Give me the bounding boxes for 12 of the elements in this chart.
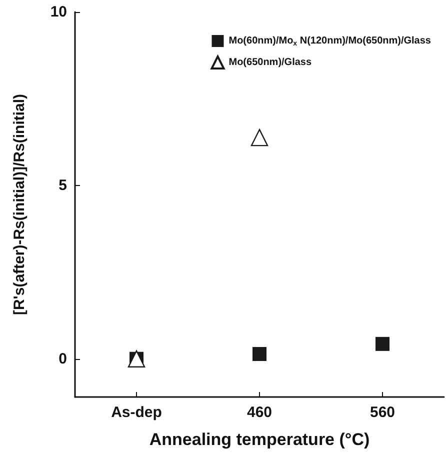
point bbox=[250, 128, 268, 146]
y-tick-label: 0 bbox=[58, 350, 67, 368]
x-axis-title: Annealing temperature (°C) bbox=[149, 430, 370, 449]
y-tick-label: 10 bbox=[50, 4, 67, 20]
x-tick-label: 460 bbox=[246, 404, 272, 421]
y-axis-title: [R's(after)-Rs(initial)]/Rs(initial) bbox=[11, 94, 28, 316]
legend-label: Mo(650nm)/Glass bbox=[228, 57, 312, 68]
point bbox=[376, 336, 390, 351]
y-tick-label: 5 bbox=[58, 176, 67, 194]
x-tick-label: 560 bbox=[370, 404, 396, 421]
point bbox=[252, 346, 266, 361]
x-tick-label: As-dep bbox=[111, 404, 162, 421]
